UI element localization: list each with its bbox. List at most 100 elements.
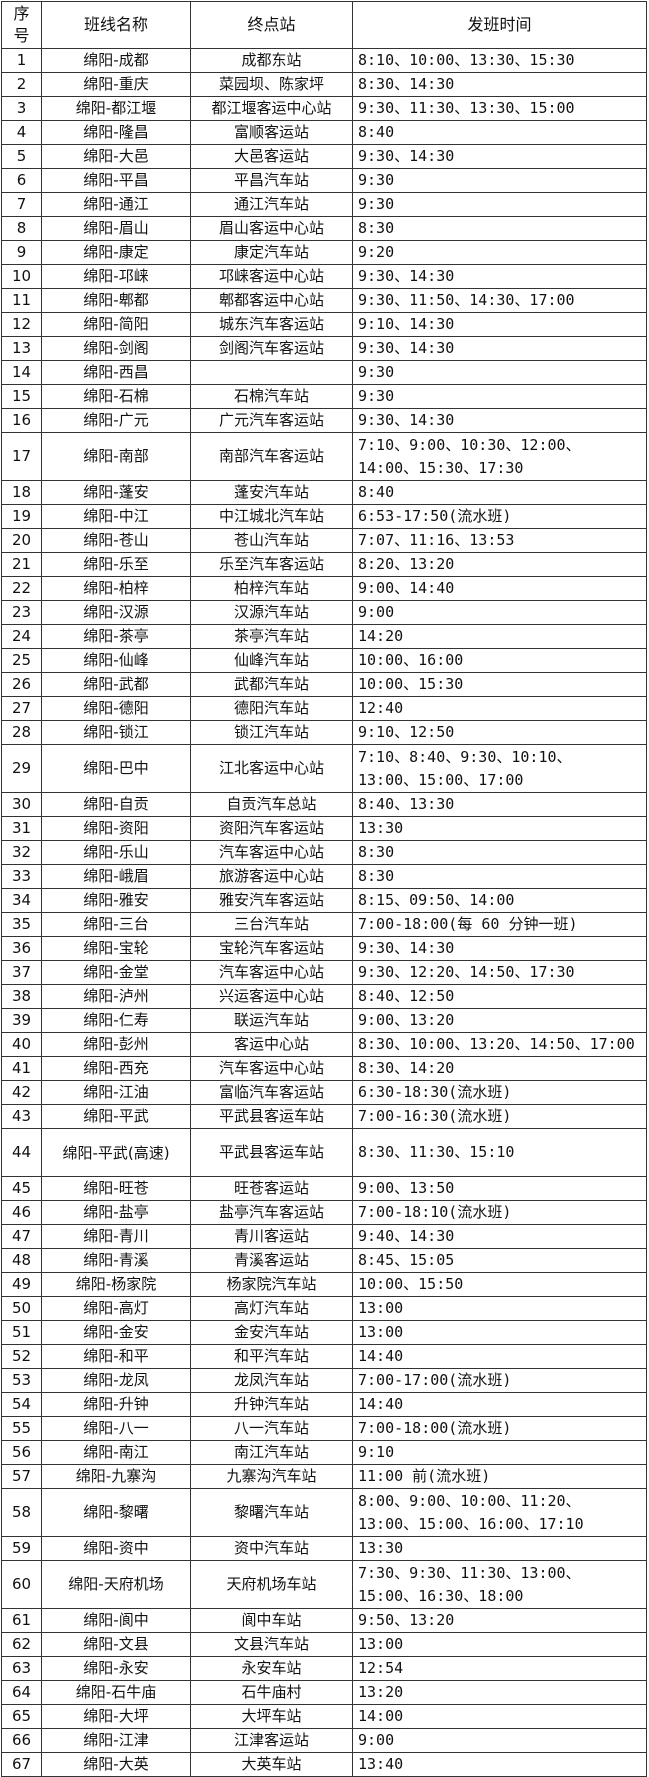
cell-route: 绵阳-金堂 [41, 960, 191, 985]
time-line: 12:54 [358, 1659, 404, 1677]
time-line: 14:00 [358, 1707, 404, 1725]
cell-no: 67 [1, 1752, 42, 1777]
cell-route: 绵阳-仙峰 [41, 648, 191, 673]
table-row: 9 绵阳-康定 康定汽车站 9:20 [1, 240, 647, 265]
table-row: 50 绵阳-高灯 高灯汽车站 13:00 [1, 1296, 647, 1321]
cell-route: 绵阳-隆昌 [41, 120, 191, 145]
table-row: 37 绵阳-金堂 汽车客运中心站 9:30、12:20、14:50、17:30 [1, 960, 647, 985]
cell-no: 59 [1, 1536, 42, 1561]
cell-terminal: 汽车客运中心站 [190, 960, 353, 985]
cell-terminal: 石牛庙村 [190, 1680, 353, 1705]
time-line: 9:30、14:30 [358, 339, 455, 357]
cell-no: 33 [1, 864, 42, 889]
cell-terminal: 锁江汽车站 [190, 720, 353, 745]
cell-times: 9:30、14:30 [352, 336, 647, 361]
cell-no: 57 [1, 1464, 42, 1489]
cell-terminal: 郫都客运中心站 [190, 288, 353, 313]
cell-route: 绵阳-广元 [41, 408, 191, 433]
table-row: 42 绵阳-江油 富临汽车客运站 6:30-18:30(流水班) [1, 1080, 647, 1105]
time-line: 9:10、12:50 [358, 723, 455, 741]
cell-terminal: 金安汽车站 [190, 1320, 353, 1345]
cell-route: 绵阳-平昌 [41, 168, 191, 193]
time-line: 10:00、15:50 [358, 1275, 464, 1293]
cell-times: 7:00-18:00(每 60 分钟一班) [352, 912, 647, 937]
cell-terminal: 九寨沟汽车站 [190, 1464, 353, 1489]
cell-terminal: 旺苍客运站 [190, 1176, 353, 1201]
cell-times: 9:00 [352, 600, 647, 625]
cell-route: 绵阳-德阳 [41, 696, 191, 721]
cell-no: 45 [1, 1176, 42, 1201]
cell-terminal: 成都东站 [190, 48, 353, 73]
cell-times: 9:30、14:30 [352, 408, 647, 433]
cell-no: 32 [1, 840, 42, 865]
time-line: 9:10 [358, 1443, 395, 1461]
cell-no: 65 [1, 1704, 42, 1729]
cell-route: 绵阳-大坪 [41, 1704, 191, 1729]
cell-terminal: 平武县客运车站 [190, 1128, 353, 1177]
time-line: 9:30、14:30 [358, 411, 455, 429]
cell-route: 绵阳-青溪 [41, 1248, 191, 1273]
cell-times: 8:30、14:30 [352, 72, 647, 97]
cell-times: 8:30、10:00、13:20、14:50、17:00 [352, 1032, 647, 1057]
table-row: 18 绵阳-蓬安 蓬安汽车站 8:40 [1, 480, 647, 505]
table-row: 16 绵阳-广元 广元汽车客运站 9:30、14:30 [1, 408, 647, 433]
time-line: 8:15、09:50、14:00 [358, 891, 515, 909]
cell-times: 8:30 [352, 216, 647, 241]
cell-route: 绵阳-雅安 [41, 888, 191, 913]
cell-no: 27 [1, 696, 42, 721]
cell-no: 39 [1, 1008, 42, 1033]
table-row: 33 绵阳-峨眉 旅游客运中心站 8:30 [1, 864, 647, 889]
cell-route: 绵阳-升钟 [41, 1392, 191, 1417]
table-row: 30 绵阳-自贡 自贡汽车总站 8:40、13:30 [1, 792, 647, 817]
cell-terminal: 南部汽车客运站 [190, 432, 353, 481]
cell-route: 绵阳-资中 [41, 1536, 191, 1561]
cell-route: 绵阳-平武(高速) [41, 1128, 191, 1177]
cell-no: 38 [1, 984, 42, 1009]
cell-times: 10:00、15:30 [352, 672, 647, 697]
time-line: 8:30、10:00、13:20、14:50、17:00 [358, 1035, 635, 1053]
cell-route: 绵阳-武都 [41, 672, 191, 697]
time-line: 7:00-18:00(每 60 分钟一班) [358, 915, 578, 933]
cell-terminal: 青川客运站 [190, 1224, 353, 1249]
cell-no: 22 [1, 576, 42, 601]
table-row: 66 绵阳-江津 江津客运站 9:00 [1, 1728, 647, 1753]
cell-times: 8:40 [352, 480, 647, 505]
table-row: 62 绵阳-文县 文县汽车站 13:00 [1, 1632, 647, 1657]
cell-route: 绵阳-乐山 [41, 840, 191, 865]
cell-terminal: 大邑客运站 [190, 144, 353, 169]
cell-times: 9:30、12:20、14:50、17:30 [352, 960, 647, 985]
cell-route: 绵阳-蓬安 [41, 480, 191, 505]
table-row: 27 绵阳-德阳 德阳汽车站 12:40 [1, 696, 647, 721]
time-line: 14:00、15:30、17:30 [358, 458, 524, 477]
time-line: 9:00、13:20 [358, 1011, 455, 1029]
cell-terminal: 三台汽车站 [190, 912, 353, 937]
time-line: 9:20 [358, 243, 395, 261]
cell-times: 7:00-18:00(流水班) [352, 1416, 647, 1441]
table-row: 39 绵阳-仁寿 联运汽车站 9:00、13:20 [1, 1008, 647, 1033]
cell-no: 21 [1, 552, 42, 577]
cell-route: 绵阳-眉山 [41, 216, 191, 241]
cell-terminal: 中江城北汽车站 [190, 504, 353, 529]
table-row: 52 绵阳-和平 和平汽车站 14:40 [1, 1344, 647, 1369]
time-line: 8:30、14:20 [358, 1059, 455, 1077]
cell-terminal: 宝轮汽车客运站 [190, 936, 353, 961]
cell-no: 40 [1, 1032, 42, 1057]
header-row: 序 号 班线名称 终点站 发班时间 [1, 1, 647, 49]
cell-no: 63 [1, 1656, 42, 1681]
cell-no: 46 [1, 1200, 42, 1225]
time-line: 7:10、9:00、10:30、12:00、 [358, 435, 581, 454]
table-row: 6 绵阳-平昌 平昌汽车站 9:30 [1, 168, 647, 193]
table-row: 14 绵阳-西昌 9:30 [1, 360, 647, 385]
cell-route: 绵阳-柏梓 [41, 576, 191, 601]
table-row: 60 绵阳-天府机场 天府机场车站 7:30、9:30、11:30、13:00、 15:… [1, 1560, 647, 1609]
cell-no: 61 [1, 1608, 42, 1633]
time-line: 8:10、10:00、13:30、15:30 [358, 51, 575, 69]
table-row: 48 绵阳-青溪 青溪客运站 8:45、15:05 [1, 1248, 647, 1273]
cell-times: 8:20、13:20 [352, 552, 647, 577]
cell-times: 14:20 [352, 624, 647, 649]
cell-times: 9:10 [352, 1440, 647, 1465]
table-row: 45 绵阳-旺苍 旺苍客运站 9:00、13:50 [1, 1176, 647, 1201]
cell-terminal: 大英车站 [190, 1752, 353, 1777]
cell-no: 52 [1, 1344, 42, 1369]
